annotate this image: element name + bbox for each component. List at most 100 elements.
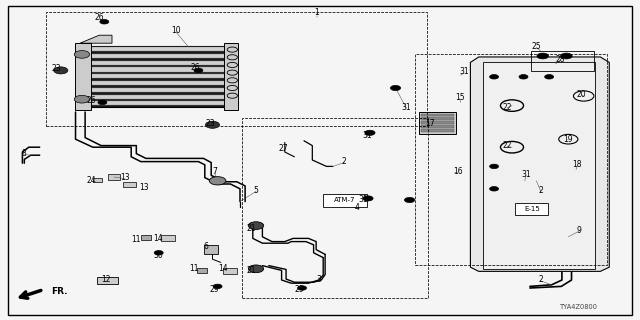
Bar xyxy=(204,245,218,254)
Circle shape xyxy=(537,53,548,59)
Bar xyxy=(75,43,91,110)
Text: 28: 28 xyxy=(556,55,564,64)
Circle shape xyxy=(74,51,90,58)
Text: 13: 13 xyxy=(139,183,149,192)
Bar xyxy=(224,43,238,110)
Bar xyxy=(88,101,226,105)
Text: TYA4Z0800: TYA4Z0800 xyxy=(560,304,598,309)
Bar xyxy=(421,129,454,132)
Text: 30: 30 xyxy=(154,252,164,260)
Bar xyxy=(223,268,237,274)
Text: 1: 1 xyxy=(314,8,319,17)
Bar xyxy=(141,235,151,240)
Text: 2: 2 xyxy=(342,157,347,166)
Text: 6: 6 xyxy=(204,242,209,251)
Text: 4: 4 xyxy=(355,204,360,212)
Text: 14: 14 xyxy=(218,264,228,273)
Text: 15: 15 xyxy=(454,93,465,102)
Bar xyxy=(88,74,226,78)
Circle shape xyxy=(519,75,528,79)
Text: 14: 14 xyxy=(153,234,163,243)
Text: 20: 20 xyxy=(576,90,586,99)
Text: 31: 31 xyxy=(521,170,531,179)
Text: 31: 31 xyxy=(362,132,372,140)
Bar xyxy=(421,121,454,124)
Bar xyxy=(88,81,226,85)
Bar xyxy=(97,277,118,284)
Circle shape xyxy=(194,68,203,73)
Circle shape xyxy=(98,100,107,105)
Text: 25: 25 xyxy=(531,42,541,51)
Circle shape xyxy=(248,265,264,273)
Bar xyxy=(88,47,226,52)
Bar xyxy=(415,54,607,265)
Circle shape xyxy=(205,121,220,128)
Circle shape xyxy=(404,197,415,203)
Bar xyxy=(421,114,454,116)
Bar xyxy=(531,51,594,71)
Bar xyxy=(88,68,226,72)
Text: 18: 18 xyxy=(573,160,582,169)
Text: 3: 3 xyxy=(316,276,321,284)
Bar xyxy=(88,61,226,65)
Bar xyxy=(88,88,226,92)
Text: 26: 26 xyxy=(94,13,104,22)
Text: 31: 31 xyxy=(358,196,369,204)
Bar xyxy=(421,117,454,120)
Circle shape xyxy=(298,286,307,290)
Text: 7: 7 xyxy=(212,167,217,176)
Bar xyxy=(123,182,136,187)
Text: 29: 29 xyxy=(209,285,220,294)
Text: FR.: FR. xyxy=(51,287,68,296)
Circle shape xyxy=(365,130,375,135)
Bar xyxy=(421,125,454,128)
Bar xyxy=(88,54,226,58)
Text: 9: 9 xyxy=(577,226,582,235)
Bar xyxy=(88,94,226,99)
Text: 10: 10 xyxy=(171,26,181,35)
Polygon shape xyxy=(80,35,112,43)
Text: 29: 29 xyxy=(294,285,305,294)
Circle shape xyxy=(390,85,401,91)
Circle shape xyxy=(100,20,109,24)
Circle shape xyxy=(490,187,499,191)
Text: 31: 31 xyxy=(459,68,469,76)
Text: 13: 13 xyxy=(120,173,130,182)
Bar xyxy=(242,118,428,298)
Text: 27: 27 xyxy=(278,144,288,153)
Text: 23: 23 xyxy=(51,64,61,73)
Polygon shape xyxy=(470,57,609,271)
Bar xyxy=(419,112,456,134)
Bar xyxy=(46,12,427,126)
Text: 24: 24 xyxy=(86,176,97,185)
Circle shape xyxy=(545,75,554,79)
Circle shape xyxy=(561,53,572,59)
Circle shape xyxy=(74,95,90,103)
Text: 5: 5 xyxy=(253,186,259,195)
Circle shape xyxy=(363,196,373,201)
Circle shape xyxy=(490,164,499,169)
Text: 22: 22 xyxy=(502,141,511,150)
Text: 11: 11 xyxy=(189,264,198,273)
Text: 23: 23 xyxy=(205,119,215,128)
Text: 26: 26 xyxy=(86,96,96,105)
Circle shape xyxy=(490,75,499,79)
Bar xyxy=(515,203,548,215)
Circle shape xyxy=(248,222,264,229)
Bar xyxy=(108,174,120,180)
Circle shape xyxy=(154,251,163,255)
Text: 16: 16 xyxy=(452,167,463,176)
Circle shape xyxy=(209,177,226,185)
Text: 31: 31 xyxy=(401,103,412,112)
Text: 12: 12 xyxy=(101,276,110,284)
Bar xyxy=(483,62,595,269)
Text: 2: 2 xyxy=(538,276,543,284)
Text: 26: 26 xyxy=(190,63,200,72)
Bar xyxy=(161,235,175,241)
Bar xyxy=(197,268,207,273)
Bar xyxy=(86,46,227,107)
Text: 21: 21 xyxy=(247,224,256,233)
Bar xyxy=(93,178,102,182)
Text: 11: 11 xyxy=(132,236,141,244)
Text: 17: 17 xyxy=(425,119,435,128)
